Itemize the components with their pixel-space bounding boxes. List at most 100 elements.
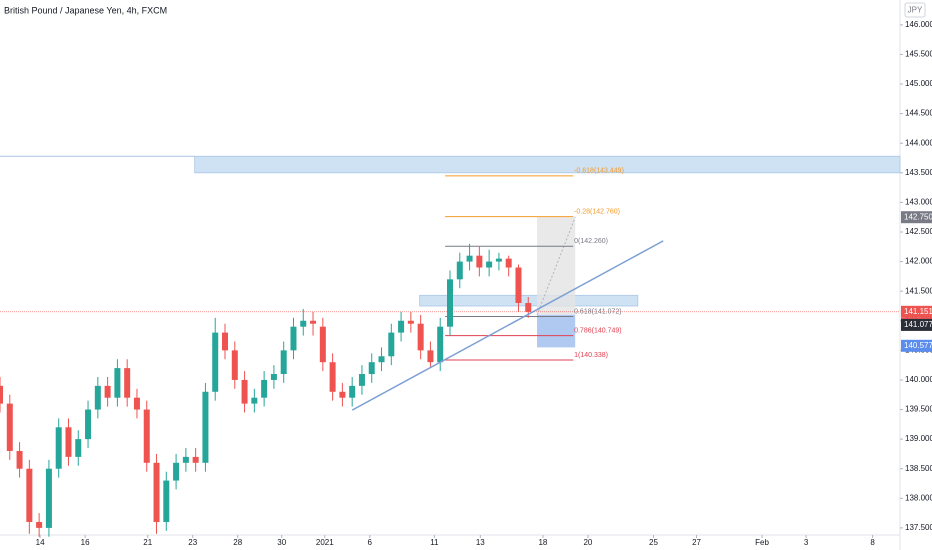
candle-body xyxy=(94,385,101,410)
candle-body xyxy=(114,368,121,398)
candle-body xyxy=(378,356,385,363)
y-tick-label: 144.500 xyxy=(905,109,932,118)
candle-body xyxy=(358,374,365,386)
trend-line xyxy=(351,240,664,411)
price-tag-label: 140.577 xyxy=(904,341,932,350)
y-tick-label: 146.000 xyxy=(905,20,932,29)
candle-body xyxy=(329,362,336,392)
candle-body xyxy=(6,403,13,451)
candle-body xyxy=(495,258,502,262)
candle-body xyxy=(153,462,160,522)
candle-body xyxy=(202,391,209,463)
fib-label: -0.618(143.449) xyxy=(574,168,624,175)
x-tick-label: 13 xyxy=(476,538,485,547)
candle-body xyxy=(26,468,33,522)
candle-body xyxy=(231,350,238,380)
candle-body xyxy=(417,323,424,351)
x-tick-label: 8 xyxy=(870,538,875,547)
x-tick-label: 25 xyxy=(649,538,658,547)
price-tag xyxy=(901,318,932,331)
fib-label: 0.786(140.749) xyxy=(574,327,621,334)
candle-body xyxy=(55,427,62,469)
price-tag-label: 141.077 xyxy=(904,320,932,329)
candle-body xyxy=(75,439,82,457)
price-tag-label: 142.750 xyxy=(904,212,932,221)
y-tick-label: 144.000 xyxy=(905,138,932,147)
candle-body xyxy=(85,409,92,440)
candle-body xyxy=(407,320,414,324)
y-tick-label: 140.000 xyxy=(905,375,932,384)
candle-body xyxy=(300,320,307,327)
candle-body xyxy=(182,456,189,463)
currency-badge xyxy=(904,2,926,18)
fib-label: 1(140.338) xyxy=(574,352,608,359)
candle-body xyxy=(290,326,297,351)
candle-body xyxy=(447,279,453,327)
candle-body xyxy=(368,362,375,375)
y-tick-label: 142.000 xyxy=(905,257,932,266)
candle-body xyxy=(456,261,463,280)
y-tick-label: 139.000 xyxy=(905,434,932,443)
candle-body xyxy=(466,255,473,262)
x-tick-label: Feb xyxy=(755,538,769,547)
x-tick-label: 11 xyxy=(430,538,439,547)
y-tick-label: 137.500 xyxy=(905,523,932,532)
y-tick-label: 138.500 xyxy=(905,464,932,473)
x-tick-label: 28 xyxy=(233,538,242,547)
position-guide xyxy=(536,217,576,316)
candle-body xyxy=(192,456,199,463)
candle-body xyxy=(261,379,268,398)
candle-body xyxy=(280,350,287,375)
candle-body xyxy=(525,303,532,312)
fib-label: 0(142.260) xyxy=(574,238,608,245)
candle-body xyxy=(339,391,346,398)
candle-body xyxy=(349,385,356,398)
candle-body xyxy=(163,480,170,522)
x-tick-label: 3 xyxy=(804,538,809,547)
x-tick-label: 27 xyxy=(692,538,701,547)
currency: JPY xyxy=(908,6,923,15)
candle-body xyxy=(251,397,258,404)
candle-body xyxy=(36,521,43,528)
candle-body xyxy=(486,261,493,268)
candle-body xyxy=(212,332,219,392)
y-tick-label: 143.000 xyxy=(905,198,932,207)
y-tick-label: 145.000 xyxy=(905,79,932,88)
candle-body xyxy=(143,409,150,463)
candle-body xyxy=(515,267,522,304)
candle-body xyxy=(476,255,483,268)
price-tag xyxy=(901,339,932,352)
fib-label: 0.618(141.072) xyxy=(574,308,621,315)
candle-body xyxy=(222,332,228,351)
x-tick-label: 20 xyxy=(583,538,592,547)
candle-body xyxy=(16,450,23,469)
y-tick-label: 143.500 xyxy=(905,168,932,177)
x-tick-label: 23 xyxy=(188,538,197,547)
price-tag xyxy=(901,211,932,224)
x-tick-label: 30 xyxy=(277,538,286,547)
fib-label: -0.28(142.760) xyxy=(574,208,620,215)
candle-body xyxy=(398,320,405,333)
x-tick-label: 21 xyxy=(143,538,152,547)
y-tick-label: 141.500 xyxy=(905,286,932,295)
y-tick-label: 138.000 xyxy=(905,493,932,502)
price-tag-label: 141.151 xyxy=(904,307,932,316)
chart-title: British Pound / Japanese Yen, 4h, FXCM xyxy=(4,5,167,15)
x-tick-label: 2021 xyxy=(316,538,334,547)
candle-body xyxy=(65,427,72,457)
x-tick-label: 14 xyxy=(36,538,45,547)
stop-box xyxy=(537,314,576,348)
candle-body xyxy=(310,320,317,324)
candle-body xyxy=(133,397,140,410)
zone xyxy=(194,155,901,174)
candle-body xyxy=(45,468,52,528)
candle-body xyxy=(124,368,131,398)
candle-body xyxy=(319,326,326,363)
candle-body xyxy=(0,385,3,404)
candle-body xyxy=(505,258,512,268)
candle-body xyxy=(437,326,444,363)
x-tick-label: 18 xyxy=(538,538,547,547)
